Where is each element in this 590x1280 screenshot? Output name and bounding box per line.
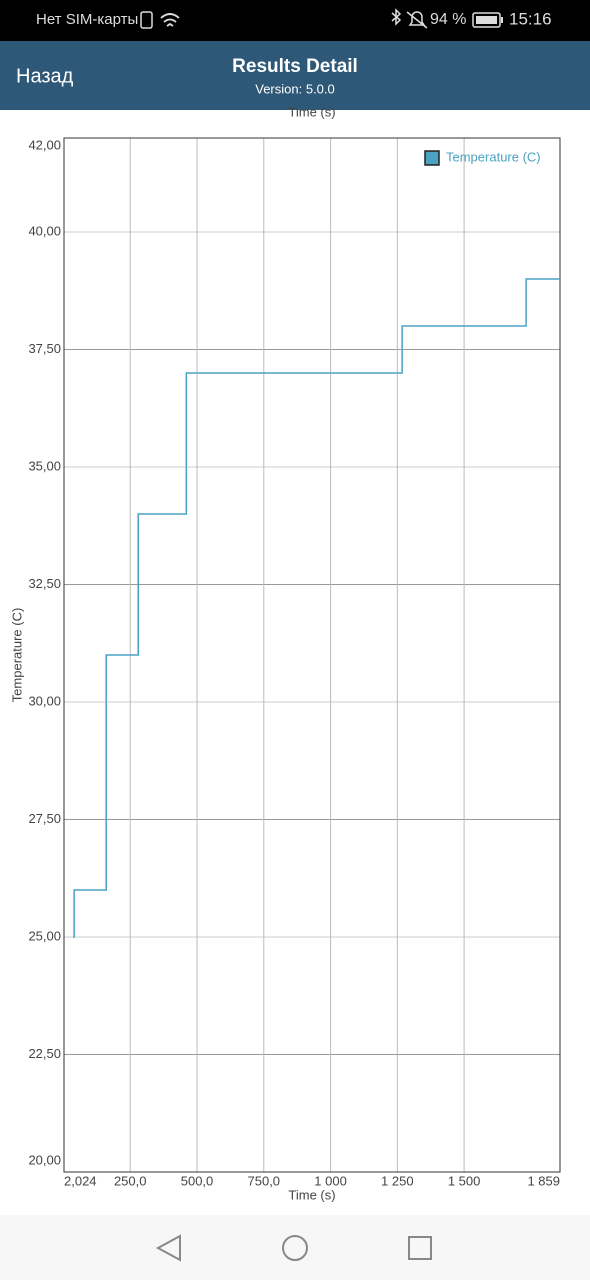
battery-icon (472, 12, 501, 28)
x-tick-label: 1 000 (314, 1173, 347, 1188)
y-tick-label: 37,50 (28, 341, 61, 356)
y-tick-label: 35,00 (28, 458, 61, 473)
screen-subtitle: Version: 5.0.0 (255, 81, 335, 96)
battery-tip (501, 17, 503, 23)
x-tick-label: 750,0 (248, 1173, 281, 1188)
sim-icon (140, 11, 153, 29)
legend-label: Temperature (C) (446, 149, 541, 164)
plot-frame (63, 137, 561, 1173)
y-tick-label: 27,50 (28, 811, 61, 826)
y-tick-label: 30,00 (28, 693, 61, 708)
x-tick-label: 1 500 (448, 1173, 481, 1188)
x-tick-label: 250,0 (114, 1173, 147, 1188)
y-tick-label: 42,00 (28, 137, 61, 152)
battery-fill (476, 16, 497, 24)
mute-icon (406, 11, 428, 29)
y-tick-label: 32,50 (28, 576, 61, 591)
clock: 15:16 (509, 9, 552, 28)
x-tick-label: 1 250 (381, 1173, 414, 1188)
y-tick-label: 25,00 (28, 928, 61, 943)
app-bar (0, 41, 590, 110)
nav-recent[interactable] (408, 1236, 432, 1260)
screen-title: Results Detail (232, 56, 358, 77)
data-line (73, 278, 560, 938)
y-tick-label: 20,00 (28, 1152, 61, 1167)
bluetooth-icon (391, 8, 402, 26)
nav-bar (0, 1215, 590, 1280)
x-tick-label: 2,024 (64, 1173, 97, 1188)
back-button[interactable]: Назад (16, 65, 74, 87)
carrier: Нет SIM-карты (36, 11, 138, 28)
y-axis-title: Temperature (C) (9, 608, 24, 703)
y-tick-label: 40,00 (28, 223, 61, 238)
legend-swatch (424, 150, 440, 166)
battery-level: 94 % (430, 11, 466, 28)
x-tick-label: 500,0 (181, 1173, 214, 1188)
y-tick-label: 22,50 (28, 1046, 61, 1061)
x-tick-label: 1 859 (527, 1173, 560, 1188)
wifi-icon (160, 13, 180, 27)
x-axis-title-top: Time (s) (288, 104, 335, 119)
x-axis-title: Time (s) (288, 1187, 335, 1202)
nav-back[interactable] (155, 1234, 181, 1262)
nav-home[interactable] (282, 1235, 308, 1261)
